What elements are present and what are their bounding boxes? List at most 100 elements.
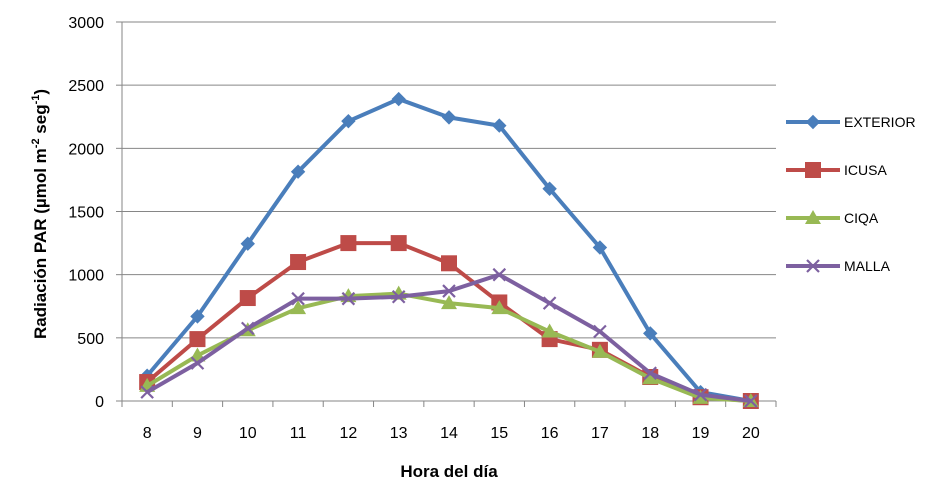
gridlines	[122, 21, 776, 339]
point-exterior	[190, 309, 205, 324]
y-tick-labels: 0 500 1000 1500 2000 2500 3000	[68, 15, 104, 411]
point-malla	[492, 267, 507, 282]
legend-marker-malla	[806, 259, 820, 273]
point-ciqa	[642, 370, 659, 385]
point-icusa	[189, 331, 206, 348]
x-tick-label: 12	[339, 425, 357, 442]
series-malla	[140, 267, 758, 408]
point-exterior	[441, 110, 457, 125]
marker-stroke	[442, 284, 456, 298]
line-exterior	[145, 97, 752, 403]
axes	[116, 21, 777, 407]
point-icusa	[390, 235, 407, 252]
marker-stroke	[291, 291, 305, 306]
x-tick-label: 20	[742, 425, 760, 442]
series-exterior	[139, 91, 759, 409]
y-tick-label: 1000	[68, 268, 104, 285]
y-axis-title-end: )	[31, 89, 50, 95]
point-exterior	[391, 91, 406, 107]
legend-label-ciqa: CIQA	[844, 210, 879, 226]
point-malla	[542, 296, 557, 310]
x-tick-label: 18	[641, 425, 659, 442]
marker-stroke	[744, 394, 758, 408]
legend-item-exterior: EXTERIOR	[786, 114, 916, 130]
y-tick-label: 2500	[68, 78, 104, 95]
legend-label-exterior: EXTERIOR	[844, 114, 916, 130]
point-malla	[391, 289, 406, 304]
point-icusa	[239, 290, 256, 307]
y-tick-label: 1500	[68, 205, 104, 222]
point-exterior	[592, 240, 608, 255]
x-tick-label: 11	[290, 425, 307, 442]
point-ciqa	[441, 295, 457, 310]
point-malla	[140, 385, 154, 399]
y-tick-label: 3000	[68, 15, 104, 32]
marker-stroke	[391, 289, 406, 304]
point-exterior	[492, 118, 507, 133]
y-axis-title-main: Radiación PAR (µmol m	[31, 148, 50, 339]
legend-marker-icusa	[805, 162, 821, 178]
x-tick-label: 13	[390, 425, 408, 442]
x-tick-label: 17	[591, 425, 609, 442]
point-malla	[744, 394, 758, 408]
marker-stroke	[341, 291, 356, 306]
x-tick-label: 9	[193, 425, 202, 442]
point-icusa	[441, 255, 457, 272]
legend-marker-exterior	[805, 114, 821, 130]
point-malla	[291, 291, 305, 306]
x-axis-title: Hora del día	[400, 462, 498, 481]
legend-label-malla: MALLA	[844, 258, 891, 274]
point-exterior	[542, 181, 557, 196]
point-ciqa	[541, 323, 558, 338]
marker-stroke	[693, 387, 708, 402]
point-malla	[693, 387, 708, 402]
point-ciqa	[692, 389, 709, 404]
x-tick-label: 15	[490, 425, 508, 442]
marker-stroke	[643, 366, 658, 380]
point-exterior	[643, 326, 658, 341]
marker-stroke	[593, 324, 607, 339]
y-axis-title: Radiación PAR (µmol m-2 seg-1)	[30, 89, 50, 339]
y-axis-title-mid: seg	[31, 104, 50, 138]
point-malla	[341, 291, 356, 306]
point-malla	[240, 321, 255, 336]
marker-stroke	[542, 296, 557, 310]
point-malla	[643, 366, 658, 380]
point-icusa	[290, 254, 307, 271]
point-malla	[190, 356, 205, 370]
x-tick-label: 10	[239, 425, 257, 442]
point-exterior	[341, 113, 356, 129]
point-malla	[442, 284, 456, 298]
x-tick-label: 19	[692, 425, 710, 442]
marker-stroke	[140, 385, 154, 399]
y-axis-title-sup2: -1	[30, 95, 42, 105]
point-exterior	[290, 164, 306, 179]
y-tick-label: 2000	[68, 141, 104, 158]
point-ciqa	[591, 343, 608, 358]
legend-item-icusa: ICUSA	[786, 162, 887, 178]
marker-stroke	[240, 321, 255, 336]
point-exterior	[240, 236, 255, 251]
x-tick-labels: 8 9 10 11 12 13 14 15 16 17 18 19 20	[143, 425, 760, 442]
legend-item-ciqa: CIQA	[786, 210, 879, 226]
point-icusa	[340, 235, 357, 252]
y-axis-title-sup1: -2	[30, 138, 42, 148]
x-tick-label: 14	[440, 425, 458, 442]
marker-stroke	[190, 356, 205, 370]
x-tick-label: 8	[143, 425, 152, 442]
legend: EXTERIOR ICUSA CIQA MALLA	[786, 114, 916, 274]
point-ciqa	[491, 300, 508, 315]
x-tick-label: 16	[541, 425, 559, 442]
point-malla	[593, 324, 607, 339]
legend-label-icusa: ICUSA	[844, 162, 887, 178]
marker-stroke	[806, 259, 820, 273]
legend-marker-ciqa	[805, 210, 821, 224]
series-lines	[139, 91, 759, 409]
point-ciqa	[290, 300, 307, 315]
series-ciqa	[139, 285, 759, 407]
legend-item-malla: MALLA	[786, 258, 891, 274]
y-tick-label: 500	[77, 331, 104, 348]
y-tick-label: 0	[95, 394, 104, 411]
marker-stroke	[492, 267, 507, 282]
